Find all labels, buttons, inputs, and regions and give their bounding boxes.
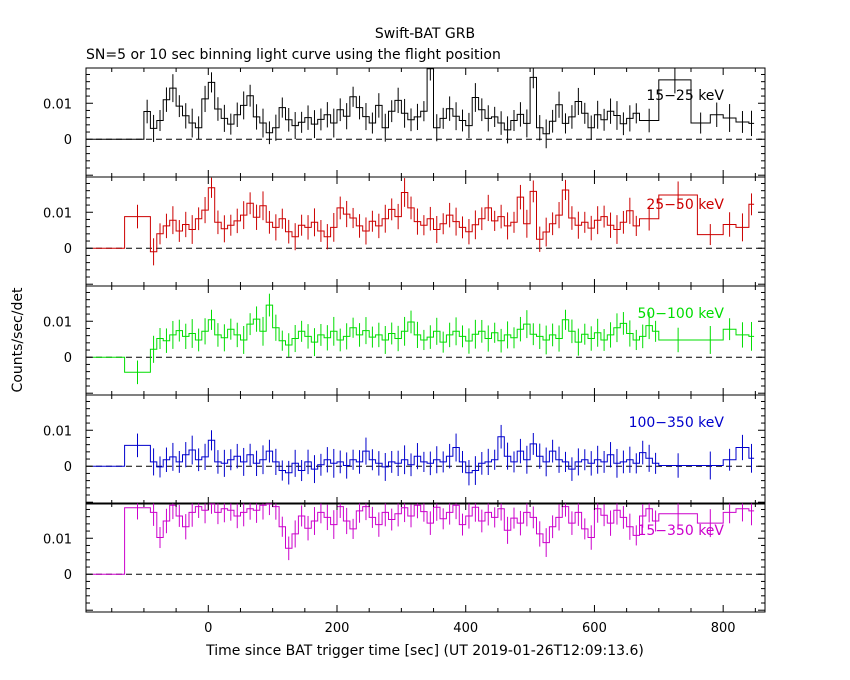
series-line (92, 436, 755, 474)
panel-frame (85, 394, 766, 505)
panel-3: 0 0.01 50−100 keV (43, 285, 766, 396)
panel-label: 15−350 keV (637, 523, 724, 539)
panel-label: 15−25 keV (646, 88, 724, 104)
panel-label: 100−350 keV (629, 415, 725, 431)
panel-4: 0 0.01 100−350 keV (43, 394, 766, 505)
panel-1: 0 0.01 15−25 keV (43, 67, 766, 178)
panel-label: 50−100 keV (637, 306, 724, 322)
chart-title: Swift-BAT GRB (375, 26, 475, 42)
y-tick-label: 0.01 (43, 206, 72, 221)
x-tick-label: 0 (204, 621, 212, 636)
series-line (92, 304, 755, 373)
panel-2: 0 0.01 25−50 keV (43, 176, 766, 287)
panel-frame (85, 502, 766, 613)
panels-group: 0 0.01 15−25 keV 0 0.01 25−50 keV 0 0.01 50−100 … (43, 67, 766, 613)
x-tick-label: 800 (711, 621, 736, 636)
x-tick-label: 600 (582, 621, 607, 636)
x-tick-label: 200 (325, 621, 350, 636)
y-tick-label: 0 (64, 133, 72, 148)
y-tick-label: 0.01 (43, 424, 72, 439)
x-tick-labels: 0 200 400 600 800 (204, 621, 735, 636)
y-tick-label: 0 (64, 568, 72, 583)
panel-5: 0 0.01 15−350 keV (43, 502, 766, 613)
y-tick-label: 0 (64, 242, 72, 257)
y-tick-label: 0.01 (43, 532, 72, 547)
y-tick-label: 0 (64, 351, 72, 366)
panel-label: 25−50 keV (646, 197, 724, 213)
x-axis-label: Time since BAT trigger time [sec] (UT 20… (205, 643, 644, 659)
chart-subtitle: SN=5 or 10 sec binning light curve using… (86, 47, 501, 63)
x-tick-label: 400 (453, 621, 478, 636)
y-tick-label: 0.01 (43, 315, 72, 330)
y-tick-label: 0.01 (43, 97, 72, 112)
series-line (92, 187, 755, 253)
y-tick-label: 0 (64, 460, 72, 475)
y-axis-label: Counts/sec/det (10, 287, 26, 392)
